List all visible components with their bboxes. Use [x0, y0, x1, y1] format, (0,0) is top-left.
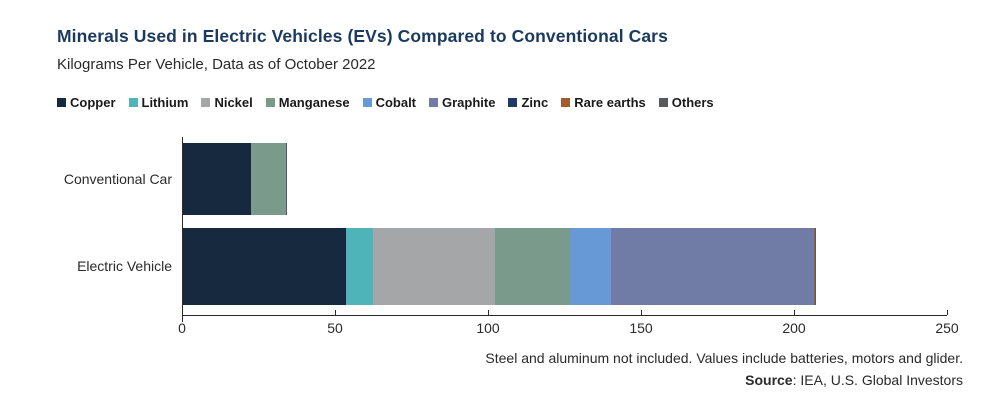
- legend-label: Graphite: [442, 95, 496, 110]
- bar-segment-electric-vehicle-lithium: [345, 228, 373, 305]
- x-tick-mark: [641, 310, 642, 315]
- y-axis-line: [182, 137, 183, 322]
- chart-subtitle: Kilograms Per Vehicle, Data as of Octobe…: [57, 56, 376, 73]
- x-tick-label: 0: [178, 320, 186, 336]
- category-label-conventional-car: Conventional Car: [63, 171, 172, 187]
- bar-segment-conventional-car-others: [285, 143, 287, 215]
- x-tick-label: 250: [935, 320, 959, 336]
- x-tick-mark: [182, 310, 183, 315]
- bar-conventional-car: [183, 143, 287, 215]
- legend-label: Manganese: [278, 95, 350, 110]
- legend-label: Zinc: [521, 95, 549, 110]
- chart-footnote: Steel and aluminum not included. Values …: [485, 350, 963, 366]
- bar-segment-conventional-car-copper: [183, 143, 252, 215]
- legend-label: Rare earths: [574, 95, 646, 110]
- bar-segment-electric-vehicle-graphite: [610, 228, 814, 305]
- legend-item-manganese: Manganese: [265, 95, 350, 110]
- bar-segment-electric-vehicle-others: [815, 228, 817, 305]
- bar-segment-electric-vehicle-cobalt: [570, 228, 611, 305]
- x-tick-mark: [947, 310, 948, 315]
- bar-segment-electric-vehicle-rare-earths: [813, 228, 816, 305]
- legend: Copper Lithium Nickel Manganese Cobalt Graphi…: [57, 95, 957, 110]
- legend-item-graphite: Graphite: [429, 95, 495, 110]
- legend-swatch-zinc: [508, 98, 518, 107]
- legend-label: Cobalt: [375, 95, 417, 110]
- legend-item-nickel: Nickel: [201, 95, 253, 110]
- legend-label: Copper: [70, 95, 116, 110]
- legend-label: Nickel: [214, 95, 253, 110]
- bar-segment-electric-vehicle-copper: [183, 228, 346, 305]
- chart-source: Source: IEA, U.S. Global Investors: [745, 372, 963, 388]
- legend-swatch-rare-earths: [561, 98, 571, 107]
- source-label: Source: [745, 372, 793, 388]
- legend-item-lithium: Lithium: [128, 95, 189, 110]
- legend-item-copper: Copper: [57, 95, 116, 110]
- legend-swatch-nickel: [201, 98, 211, 107]
- x-tick-mark: [488, 310, 489, 315]
- x-axis-line: [182, 315, 947, 316]
- bar-electric-vehicle: [183, 228, 817, 305]
- legend-label: Others: [671, 95, 714, 110]
- legend-swatch-others: [658, 98, 668, 107]
- bar-segment-conventional-car-manganese: [251, 143, 286, 215]
- legend-item-cobalt: Cobalt: [362, 95, 417, 110]
- legend-swatch-lithium: [128, 98, 138, 107]
- x-tick-label: 200: [782, 320, 806, 336]
- chart-title: Minerals Used in Electric Vehicles (EVs)…: [57, 26, 668, 46]
- legend-item-rare-earths: Rare earths: [561, 95, 646, 110]
- legend-label: Lithium: [141, 95, 189, 110]
- legend-swatch-cobalt: [362, 98, 372, 107]
- bar-chart: 0 50 100 150 200 250: [178, 137, 959, 336]
- x-tick-label: 100: [476, 320, 500, 336]
- legend-item-zinc: Zinc: [508, 95, 548, 110]
- legend-swatch-manganese: [265, 98, 275, 107]
- bar-segment-electric-vehicle-manganese: [495, 228, 571, 305]
- x-tick-mark: [335, 310, 336, 315]
- x-tick-label: 150: [629, 320, 653, 336]
- source-text: : IEA, U.S. Global Investors: [792, 372, 963, 388]
- x-tick-mark: [794, 310, 795, 315]
- legend-swatch-copper: [57, 98, 66, 107]
- bar-segment-electric-vehicle-nickel: [373, 228, 496, 305]
- legend-item-others: Others: [658, 95, 714, 110]
- x-tick-label: 50: [327, 320, 343, 336]
- category-label-electric-vehicle: Electric Vehicle: [77, 258, 172, 274]
- legend-swatch-graphite: [429, 98, 439, 107]
